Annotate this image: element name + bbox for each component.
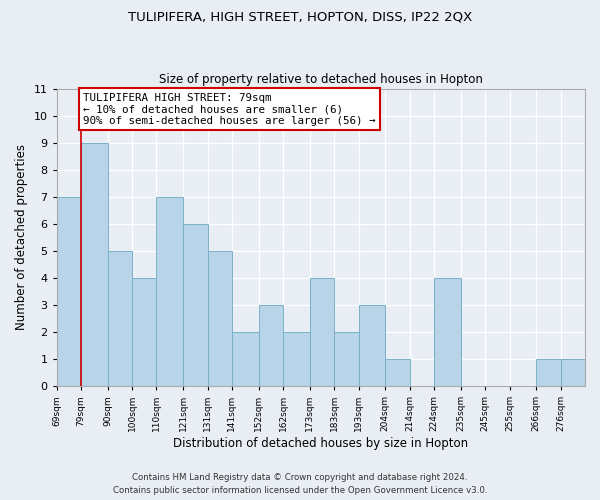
Bar xyxy=(334,332,359,386)
Bar xyxy=(232,332,259,386)
Bar xyxy=(536,359,560,386)
Title: Size of property relative to detached houses in Hopton: Size of property relative to detached ho… xyxy=(159,73,483,86)
Bar xyxy=(434,278,461,386)
Bar xyxy=(108,251,132,386)
Bar xyxy=(81,142,108,386)
Bar xyxy=(56,196,81,386)
Y-axis label: Number of detached properties: Number of detached properties xyxy=(15,144,28,330)
Bar xyxy=(359,305,385,386)
Text: TULIPIFERA HIGH STREET: 79sqm
← 10% of detached houses are smaller (6)
90% of se: TULIPIFERA HIGH STREET: 79sqm ← 10% of d… xyxy=(83,92,376,126)
Bar xyxy=(259,305,283,386)
Bar xyxy=(183,224,208,386)
X-axis label: Distribution of detached houses by size in Hopton: Distribution of detached houses by size … xyxy=(173,437,469,450)
Text: TULIPIFERA, HIGH STREET, HOPTON, DISS, IP22 2QX: TULIPIFERA, HIGH STREET, HOPTON, DISS, I… xyxy=(128,10,472,23)
Bar xyxy=(157,196,183,386)
Bar xyxy=(283,332,310,386)
Text: Contains HM Land Registry data © Crown copyright and database right 2024.
Contai: Contains HM Land Registry data © Crown c… xyxy=(113,474,487,495)
Bar xyxy=(132,278,157,386)
Bar xyxy=(208,251,232,386)
Bar xyxy=(560,359,585,386)
Bar xyxy=(310,278,334,386)
Bar xyxy=(385,359,410,386)
